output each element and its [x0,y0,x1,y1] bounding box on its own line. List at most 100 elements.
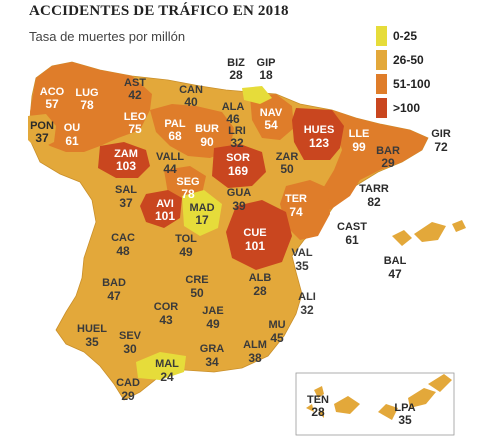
code: VAL [291,247,312,259]
region-huesca [292,108,344,160]
map-title: ACCIDENTES DE TRÁFICO EN 2018 [29,3,289,19]
legend-label: 26-50 [393,53,424,67]
canary-islands-west [306,386,360,418]
value: 24 [160,370,174,384]
code: CAC [111,232,135,244]
code: PAL [164,118,185,130]
value: 35 [398,413,412,427]
value: 32 [300,303,314,317]
code: SEG [176,176,199,188]
value: 18 [259,68,273,82]
map-subtitle: Tasa de muertes por millón [29,29,186,44]
value: 50 [280,162,294,176]
legend-label: 51-100 [393,77,431,91]
region-palencia-burgos [150,104,234,158]
value: 42 [128,88,142,102]
code: SAL [115,184,137,196]
code: ALM [243,339,267,351]
code: CAD [116,377,140,389]
value: 68 [168,129,182,143]
region-cuenca [226,200,292,270]
code: CRE [185,274,208,286]
value: 38 [248,351,262,365]
code: TEN [307,394,329,406]
code: TER [285,193,307,205]
value: 78 [181,187,195,201]
region-galicia-leon [30,62,152,152]
code: LEO [124,111,147,123]
value: 47 [388,267,402,281]
value: 30 [123,342,137,356]
value: 61 [65,134,79,148]
region-soria [212,144,266,188]
region-avila [140,190,182,228]
legend-item-51-100: 51-100 [376,72,430,96]
code: GIR [431,128,451,140]
value: 57 [45,97,59,111]
value: 101 [155,209,175,223]
code: LRI [228,125,246,137]
value: 35 [295,259,309,273]
value: 44 [163,162,177,176]
value: 37 [119,196,133,210]
legend-swatch [376,26,387,46]
code: PON [30,120,54,132]
value: 101 [245,239,265,253]
value: 28 [311,405,325,419]
code: GUA [227,187,252,199]
code: CAN [179,84,203,96]
code: ZAM [114,148,138,160]
value: 43 [159,313,173,327]
value: 47 [107,289,121,303]
code: SEV [119,330,142,342]
code: COR [154,301,179,313]
legend-item-over-100: >100 [376,96,430,120]
region-madrid [182,190,222,236]
legend-label: 0-25 [393,29,418,43]
legend: 0-25 26-50 51-100 >100 [376,24,430,120]
value: 49 [179,245,193,259]
value: 46 [226,112,240,126]
code: AST [124,77,146,89]
value: 28 [253,284,267,298]
value: 29 [381,156,395,170]
value: 37 [35,131,49,145]
code: LUG [75,87,98,99]
balearic-islands [392,220,466,246]
code: ALB [249,272,272,284]
code: BUR [195,123,219,135]
